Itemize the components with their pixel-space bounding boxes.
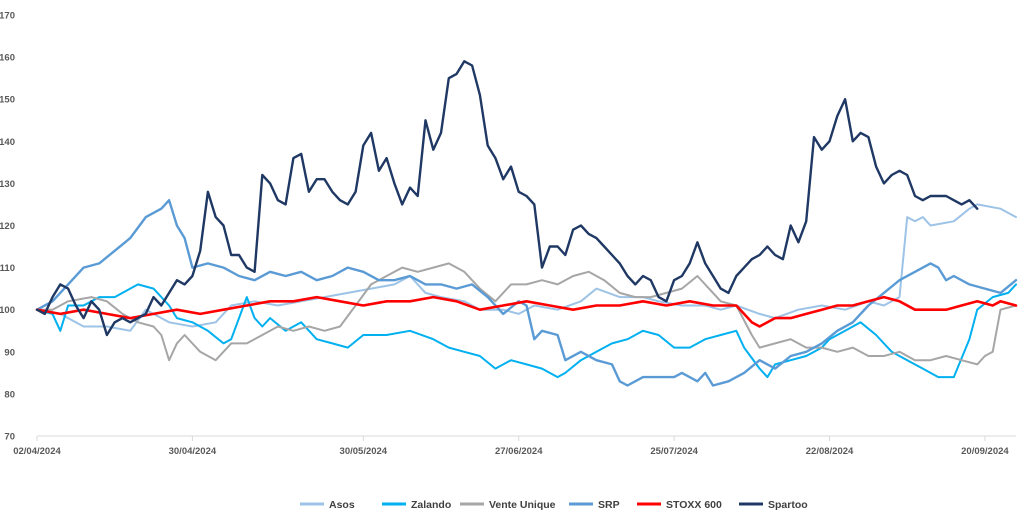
series-line-zalando xyxy=(36,283,1017,379)
legend-label-stoxx-600: STOXX 600 xyxy=(666,499,722,511)
legend-label-zalando: Zalando xyxy=(411,499,451,511)
y-tick-label: 140 xyxy=(0,137,15,148)
x-tick-label: 27/06/2024 xyxy=(495,446,543,457)
legend-label-srp: SRP xyxy=(598,499,620,511)
x-tick-label: 02/04/2024 xyxy=(13,446,61,457)
y-axis: 70 80 90 100 110 120 130 140 150 160 170 xyxy=(0,11,15,443)
series-line-spartoo xyxy=(35,60,979,337)
legend: Asos Zalando Vente Unique SRP STOXX 600 Spart… xyxy=(300,499,808,511)
x-tick-label: 25/07/2024 xyxy=(650,446,698,457)
y-tick-label: 130 xyxy=(0,179,15,190)
y-tick-label: 170 xyxy=(0,11,15,22)
series-line-stoxx-600 xyxy=(35,295,1018,328)
y-tick-label: 70 xyxy=(4,432,15,443)
x-tick-label: 20/09/2024 xyxy=(961,446,1009,457)
y-tick-label: 100 xyxy=(0,305,15,316)
x-tick-label: 30/05/2024 xyxy=(340,446,388,457)
y-tick-label: 110 xyxy=(0,263,15,274)
y-tick-label: 160 xyxy=(0,53,15,64)
series-line-asos xyxy=(36,203,1017,332)
x-axis: 02/04/2024 30/04/2024 30/05/2024 27/06/2024… xyxy=(13,436,1009,457)
x-tick-label: 30/04/2024 xyxy=(169,446,217,457)
y-tick-label: 80 xyxy=(4,389,15,400)
series-layer xyxy=(35,60,1018,387)
legend-label-spartoo: Spartoo xyxy=(768,499,808,511)
legend-label-asos: Asos xyxy=(329,499,355,511)
legend-label-vente-unique: Vente Unique xyxy=(489,499,556,511)
y-tick-label: 90 xyxy=(4,347,15,358)
y-tick-label: 150 xyxy=(0,95,15,106)
series-line-vente-unique xyxy=(36,262,1017,366)
series-line-srp xyxy=(35,199,1018,387)
x-tick-label: 22/08/2024 xyxy=(806,446,854,457)
y-tick-label: 120 xyxy=(0,221,15,232)
